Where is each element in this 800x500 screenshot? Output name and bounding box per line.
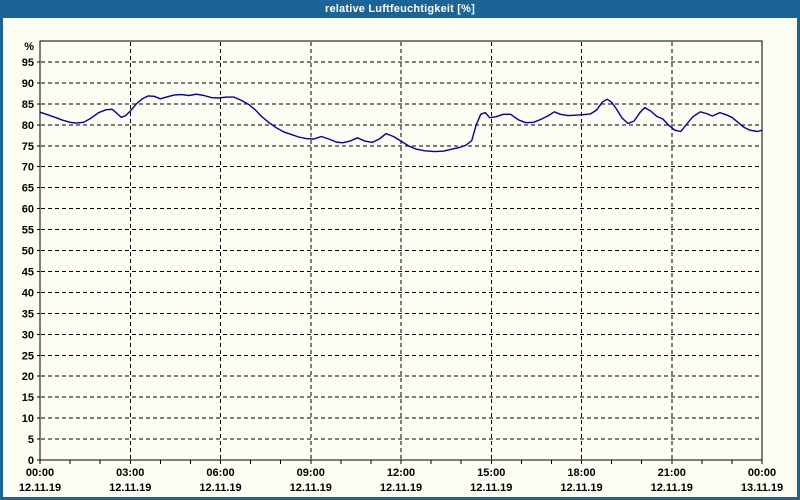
- y-tick-label: 25: [22, 350, 34, 362]
- x-tick-date-label: 13.11.19: [741, 482, 783, 494]
- y-tick-label: 75: [22, 141, 34, 153]
- y-tick-label: 45: [22, 266, 34, 278]
- y-axis-unit-label: %: [24, 41, 34, 53]
- x-tick-time-label: 00:00: [748, 467, 776, 479]
- y-tick-label: 20: [22, 371, 34, 383]
- y-tick-label: 95: [22, 57, 34, 69]
- x-tick-time-label: 12:00: [387, 467, 415, 479]
- y-tick-label: 85: [22, 99, 34, 111]
- y-tick-label: 50: [22, 246, 34, 258]
- y-tick-label: 10: [22, 413, 34, 425]
- x-tick-date-label: 12.11.19: [560, 482, 602, 494]
- title-bar[interactable]: relative Luftfeuchtigkeit [%]: [0, 0, 800, 18]
- x-tick-date-label: 12.11.19: [199, 482, 241, 494]
- y-tick-label: 35: [22, 308, 34, 320]
- y-tick-label: 40: [22, 287, 34, 299]
- x-tick-date-label: 12.11.19: [380, 482, 422, 494]
- humidity-chart: 0 5 10 15 20 25 30 35 40 45 50 55 60 65 70 75 80 85 90 95% 0…: [19, 40, 783, 494]
- y-tick-label: 60: [22, 204, 34, 216]
- y-tick-label: 70: [22, 162, 34, 174]
- x-tick-date-label: 12.11.19: [651, 482, 693, 494]
- y-tick-label: 15: [22, 392, 34, 404]
- window-title: relative Luftfeuchtigkeit [%]: [324, 3, 476, 15]
- plot-border: [39, 40, 763, 461]
- x-tick-date-label: 12.11.19: [290, 482, 332, 494]
- chart-panel: 0 5 10 15 20 25 30 35 40 45 50 55 60 65 70 75 80 85 90 95% 0…: [3, 18, 797, 497]
- y-tick-label: 5: [28, 434, 34, 446]
- x-tick-time-label: 15:00: [477, 467, 505, 479]
- x-tick-time-label: 09:00: [297, 467, 325, 479]
- x-tick-date-label: 12.11.19: [470, 482, 512, 494]
- x-tick-date-label: 12.11.19: [109, 482, 151, 494]
- y-tick-label: 0: [28, 455, 34, 467]
- series-line: [39, 93, 763, 153]
- y-tick-label: 30: [22, 329, 34, 341]
- x-tick-time-label: 03:00: [116, 467, 144, 479]
- y-tick-label: 55: [22, 225, 34, 237]
- x-tick-time-label: 18:00: [567, 467, 595, 479]
- y-tick-label: 80: [22, 120, 34, 132]
- x-tick-date-label: 12.11.19: [19, 482, 61, 494]
- y-tick-label: 90: [22, 78, 34, 90]
- x-tick-time-label: 21:00: [658, 467, 686, 479]
- x-tick-time-label: 00:00: [26, 467, 54, 479]
- y-tick-label: 65: [22, 183, 34, 195]
- x-tick-time-label: 06:00: [206, 467, 234, 479]
